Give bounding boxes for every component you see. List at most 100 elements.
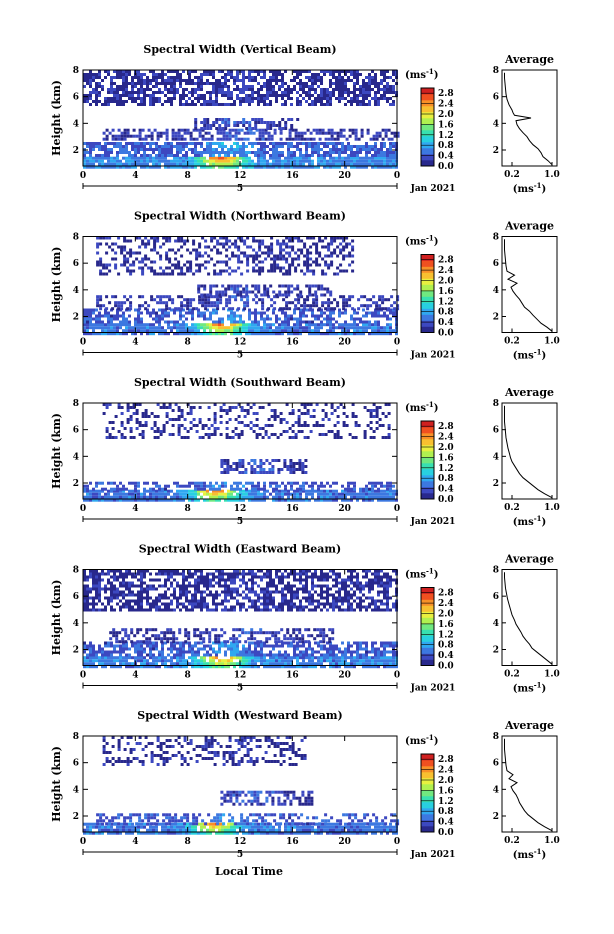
heatmap-cell [185,145,188,148]
heatmap-cell [337,421,340,424]
heatmap-cell [368,151,371,154]
heatmap-cell [290,145,293,148]
heatmap-cell [269,662,272,665]
heatmap-cell [290,318,293,321]
heatmap-cell [262,135,265,138]
heatmap-cell [245,291,248,294]
heatmap-cell [254,142,257,145]
heatmap-cell [230,312,233,315]
heatmap-cell [352,415,355,418]
heatmap-cell [239,91,242,94]
heatmap-cell [140,496,143,499]
heatmap-cell [303,264,306,267]
heatmap-cell [273,267,276,270]
panel-title: Spectral Width (Eastward Beam) [139,543,341,556]
heatmap-cell [118,135,121,138]
heatmap-cell [204,298,207,301]
heatmap-cell [338,94,341,97]
heatmap-cell [272,121,275,124]
heatmap-cell [291,261,294,264]
heatmap-cell [164,315,167,318]
heatmap-cell [175,418,178,421]
panel-title: Spectral Width (Vertical Beam) [143,43,336,56]
heatmap-cell [305,148,308,151]
heatmap-cell [262,427,265,430]
heatmap-cell [121,138,124,141]
heatmap-cell [223,138,226,141]
heatmap-cell [394,132,397,135]
heatmap-cell [311,163,314,166]
heatmap-cell [294,258,297,261]
heatmap-cell [305,321,308,324]
heatmap-cell [156,273,159,276]
heatmap-cell [219,301,222,304]
heatmap-cell [288,264,291,267]
heatmap-cell [317,145,320,148]
heatmap-cell [218,79,221,82]
heatmap-cell [272,145,275,148]
colorbar-tick-label: 2.8 [438,89,454,99]
heatmap-cell [361,129,364,132]
heatmap-cell [179,97,182,100]
heatmap-cell [209,94,212,97]
heatmap-cell [177,264,180,267]
heatmap-cell [260,76,263,79]
heatmap-cell [261,243,264,246]
heatmap-cell [125,659,128,662]
heatmap-cell [191,496,194,499]
heatmap-cell [311,285,314,288]
heatmap-cell [95,160,98,163]
heatmap-cell [144,307,147,310]
heatmap-cell [272,94,275,97]
heatmap-cell [330,255,333,258]
heatmap-cell [269,485,272,488]
heatmap-cell [347,163,350,166]
heatmap-cell [386,315,389,318]
heatmap-cell [209,315,212,318]
heatmap-cell [350,323,353,326]
heatmap-cell [275,151,278,154]
heatmap-cell [353,485,356,488]
heatmap-cell [221,118,224,121]
heatmap-cell [317,79,320,82]
heatmap-cell [191,662,194,665]
heatmap-cell [371,163,374,166]
heatmap-cell [254,656,257,659]
heatmap-cell [228,246,231,249]
heatmap-cell [206,151,209,154]
heatmap-cell [134,151,137,154]
heatmap-cell [348,264,351,267]
heatmap-cell [329,97,332,100]
heatmap-cell [278,294,281,297]
heatmap-cell [256,138,259,141]
heatmap-cell [192,307,195,310]
heatmap-cell [293,145,296,148]
heatmap-cell [148,415,151,418]
heatmap-cell [281,323,284,326]
heatmap-cell [283,465,286,468]
heatmap-cell [203,288,206,291]
heatmap-cell [253,459,256,462]
heatmap-cell [149,493,152,496]
average-x-label-exp: -1 [534,181,542,190]
heatmap-cell [323,103,326,106]
heatmap-cell [218,294,221,297]
heatmap-cell [278,323,281,326]
heatmap-cell [140,91,143,94]
heatmap-cell [138,252,141,255]
heatmap-cell [262,138,265,141]
heatmap-cell [251,482,254,485]
heatmap-cell [372,301,375,304]
heatmap-cell [236,496,239,499]
heatmap-cell [227,329,230,332]
heatmap-cell [365,151,368,154]
heatmap-cell [146,76,149,79]
heatmap-cell [314,148,317,151]
heatmap-cell [266,291,269,294]
heatmap-cell [330,261,333,264]
heatmap-cell [299,291,302,294]
heatmap-cell [155,160,158,163]
heatmap-cell [131,100,134,103]
heatmap-cell [254,662,257,665]
heatmap-cell [304,436,307,439]
